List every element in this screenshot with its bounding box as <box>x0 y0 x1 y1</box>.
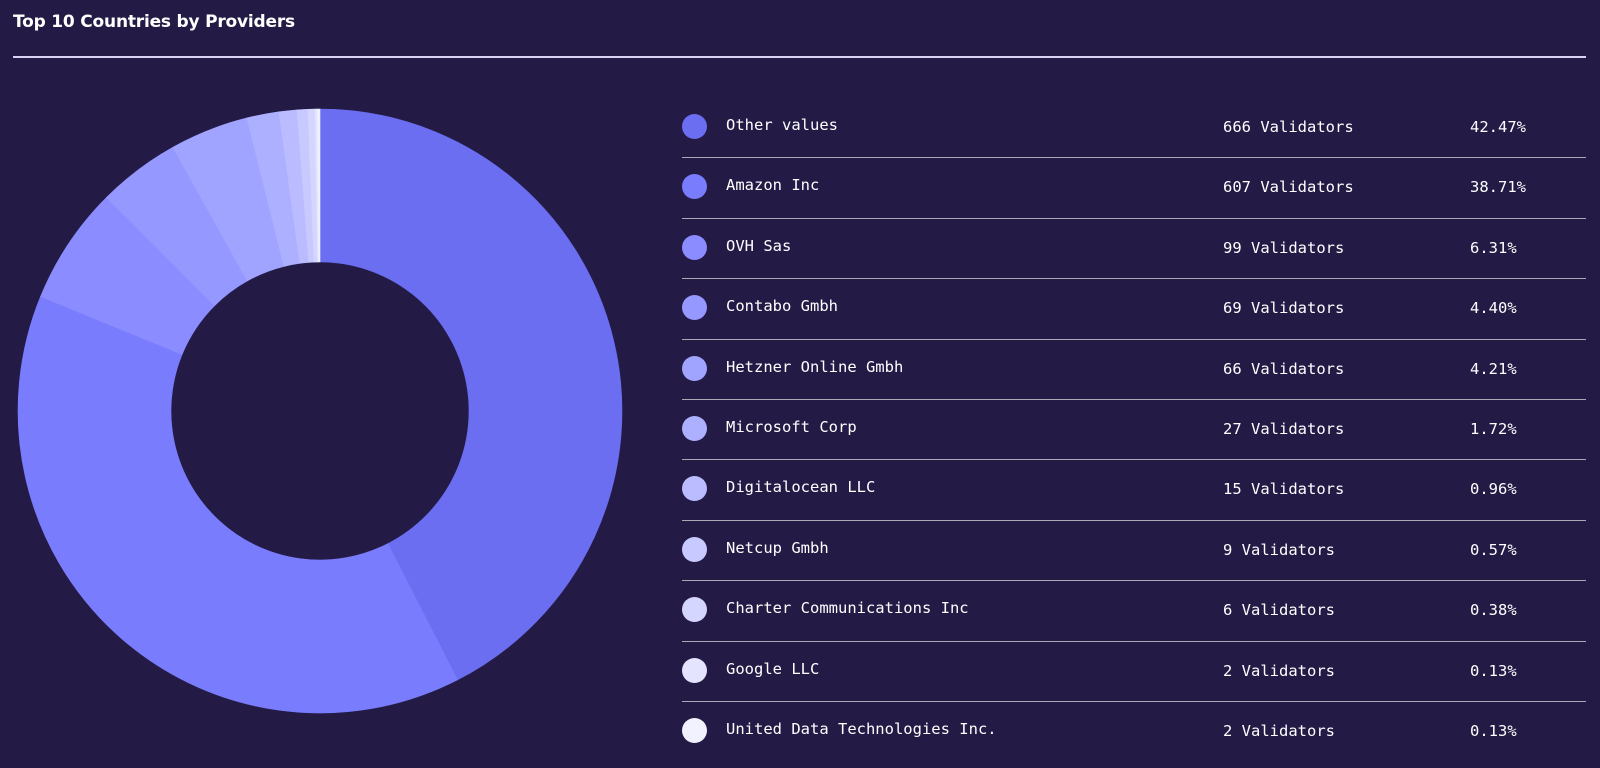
legend-swatch-icon <box>682 114 707 139</box>
legend-percent: 0.38% <box>1470 601 1517 620</box>
legend-label: United Data Technologies Inc. <box>726 719 997 738</box>
legend-count: 666 Validators <box>1223 118 1354 136</box>
legend-label: Microsoft Corp <box>726 417 857 436</box>
legend-percent: 0.96% <box>1470 480 1517 499</box>
donut-slice-10[interactable] <box>317 108 321 263</box>
legend-label: Amazon Inc <box>726 176 820 195</box>
legend-swatch-icon <box>682 234 707 260</box>
legend-row[interactable]: Microsoft Corp 27 Validators 1.72% <box>682 400 1586 461</box>
legend-percent: 4.40% <box>1470 299 1517 318</box>
legend-percent: 6.31% <box>1470 238 1517 257</box>
legend-count: 2 Validators <box>1223 721 1335 740</box>
title-divider <box>13 56 1586 58</box>
legend-swatch-icon <box>682 536 707 562</box>
legend-count: 15 Validators <box>1223 480 1345 499</box>
donut-slice-0[interactable] <box>319 108 623 681</box>
legend-swatch-icon <box>682 597 707 623</box>
legend-label: Google LLC <box>726 659 820 678</box>
legend-row[interactable]: United Data Technologies Inc. 2 Validator… <box>682 702 1586 762</box>
legend-row[interactable]: Other values 666 Validators 42.47% <box>682 98 1586 159</box>
legend-swatch-icon <box>682 657 707 683</box>
legend-count: 9 Validators <box>1223 540 1335 559</box>
legend-row[interactable]: Digitalocean LLC 15 Validators 0.96% <box>682 460 1586 521</box>
legend-row[interactable]: Charter Communications Inc 6 Validators 0.… <box>682 581 1586 642</box>
legend-percent: 0.13% <box>1470 661 1517 680</box>
legend-swatch-icon <box>682 415 707 441</box>
legend-swatch-icon <box>682 355 707 381</box>
legend-row[interactable]: OVH Sas 99 Validators 6.31% <box>682 219 1586 280</box>
legend-count: 66 Validators <box>1223 359 1345 378</box>
legend-label: OVH Sas <box>726 236 792 255</box>
legend-count: 2 Validators <box>1223 661 1335 680</box>
legend-swatch-icon <box>682 717 707 743</box>
legend-label: Charter Communications Inc <box>726 599 969 618</box>
legend-label: Netcup Gmbh <box>726 538 829 557</box>
legend-percent: 0.57% <box>1470 540 1517 559</box>
chart-title: Top 10 Countries by Providers <box>13 12 295 32</box>
legend-label: Digitalocean LLC <box>726 478 876 497</box>
legend-count: 27 Validators <box>1223 419 1345 438</box>
legend-count: 6 Validators <box>1223 601 1335 620</box>
legend-count: 69 Validators <box>1223 299 1345 318</box>
legend-label: Hetzner Online Gmbh <box>726 357 904 376</box>
legend-swatch-icon <box>682 174 707 200</box>
legend-row[interactable]: Hetzner Online Gmbh 66 Validators 4.21% <box>682 340 1586 400</box>
legend-percent: 0.13% <box>1470 721 1517 740</box>
legend-percent: 42.47% <box>1470 118 1526 136</box>
legend-swatch-icon <box>682 295 707 321</box>
legend-percent: 4.21% <box>1470 359 1517 378</box>
legend-swatch-icon <box>682 476 707 502</box>
legend: Other values 666 Validators 42.47% Amazon I… <box>682 98 1586 762</box>
legend-row[interactable]: Amazon Inc 607 Validators 38.71% <box>682 158 1586 219</box>
legend-label: Other values <box>726 116 838 134</box>
legend-row[interactable]: Netcup Gmbh 9 Validators 0.57% <box>682 521 1586 582</box>
donut-chart <box>17 108 623 714</box>
legend-row[interactable]: Contabo Gmbh 69 Validators 4.40% <box>682 279 1586 340</box>
legend-row[interactable]: Google LLC 2 Validators 0.13% <box>682 642 1586 702</box>
donut-slice-1[interactable] <box>17 296 458 714</box>
legend-label: Contabo Gmbh <box>726 297 838 316</box>
legend-percent: 1.72% <box>1470 419 1517 438</box>
legend-count: 607 Validators <box>1223 178 1354 197</box>
legend-percent: 38.71% <box>1470 178 1526 197</box>
legend-count: 99 Validators <box>1223 238 1345 257</box>
